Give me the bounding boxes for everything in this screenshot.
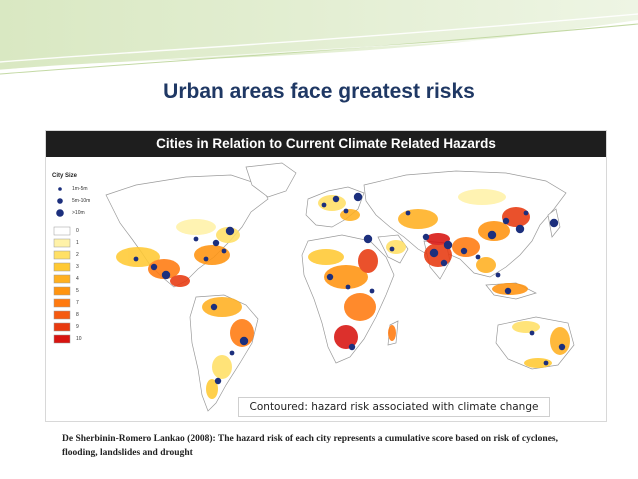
city-marker bbox=[150, 263, 158, 271]
city-marker bbox=[343, 208, 349, 214]
city-marker bbox=[549, 218, 559, 228]
city-marker bbox=[353, 192, 363, 202]
legend-swatch-label: 5 bbox=[76, 288, 79, 294]
city-marker bbox=[229, 350, 235, 356]
city-marker bbox=[389, 246, 395, 252]
city-marker bbox=[460, 247, 468, 255]
city-marker bbox=[212, 239, 220, 247]
legend-swatch-label: 3 bbox=[76, 264, 79, 270]
city-marker bbox=[210, 303, 218, 311]
legend-dot-small bbox=[58, 187, 62, 191]
city-marker bbox=[558, 343, 566, 351]
city-marker bbox=[429, 248, 439, 258]
map-header: Cities in Relation to Current Climate Re… bbox=[46, 131, 606, 157]
legend-swatches bbox=[53, 226, 71, 344]
legend-title: City Size bbox=[52, 173, 78, 179]
city-marker bbox=[487, 230, 497, 240]
legend-dot-large bbox=[56, 209, 64, 217]
city-marker bbox=[369, 288, 375, 294]
legend-swatch-label: 10 bbox=[76, 336, 82, 342]
city-marker bbox=[502, 217, 510, 225]
legend-swatch bbox=[53, 262, 71, 272]
legend-swatch bbox=[53, 298, 71, 308]
city-marker bbox=[332, 195, 340, 203]
legend-size-small: 1m-5m bbox=[72, 186, 88, 192]
legend-swatch-label: 8 bbox=[76, 312, 79, 318]
city-marker bbox=[422, 233, 430, 241]
city-marker bbox=[529, 330, 535, 336]
city-marker bbox=[363, 234, 373, 244]
city-marker bbox=[193, 236, 199, 242]
city-marker bbox=[405, 210, 411, 216]
source-note: De Sherbinin-Romero Lankao (2008): The h… bbox=[62, 434, 559, 458]
city-marker bbox=[440, 259, 448, 267]
asia bbox=[363, 170, 567, 278]
city-marker bbox=[321, 202, 327, 208]
city-marker bbox=[203, 256, 209, 262]
legend-swatch bbox=[53, 334, 71, 344]
city-marker bbox=[221, 248, 227, 254]
legend-swatch bbox=[53, 322, 71, 332]
legend-graphics bbox=[56, 187, 64, 217]
legend-size-large: >10m bbox=[72, 210, 85, 216]
legend-dot-medium bbox=[57, 198, 63, 204]
world-map bbox=[53, 162, 575, 412]
legend-swatch-label: 1 bbox=[76, 240, 79, 246]
city-marker bbox=[504, 287, 512, 295]
city-marker bbox=[326, 273, 334, 281]
greenland bbox=[245, 162, 297, 198]
legend-swatch-label: 9 bbox=[76, 324, 79, 330]
city-marker bbox=[495, 272, 501, 278]
city-markers bbox=[133, 192, 566, 385]
hazard-risk-shading bbox=[116, 189, 570, 399]
decorative-header-band bbox=[0, 0, 638, 75]
legend-swatch-label: 4 bbox=[76, 276, 79, 282]
city-marker bbox=[475, 254, 481, 260]
hazard-map-figure: Cities in Relation to Current Climate Re… bbox=[45, 130, 607, 422]
city-marker bbox=[515, 224, 525, 234]
city-marker bbox=[225, 226, 235, 236]
legend-swatch-label: 2 bbox=[76, 252, 79, 258]
map-caption: Contoured: hazard risk associated with c… bbox=[238, 397, 550, 417]
legend-swatch bbox=[53, 250, 71, 260]
city-marker bbox=[133, 256, 139, 262]
city-marker bbox=[543, 360, 549, 366]
city-marker bbox=[239, 336, 249, 346]
legend-swatch bbox=[53, 238, 71, 248]
legend-swatch-label: 0 bbox=[76, 228, 79, 234]
city-marker bbox=[345, 284, 351, 290]
legend-swatch bbox=[53, 226, 71, 236]
city-marker bbox=[214, 377, 222, 385]
legend-swatch bbox=[53, 286, 71, 296]
legend-size-medium: 5m-10m bbox=[72, 198, 91, 204]
city-marker bbox=[161, 270, 171, 280]
legend-swatch bbox=[53, 274, 71, 284]
slide-title: Urban areas face greatest risks bbox=[163, 80, 475, 103]
city-marker bbox=[523, 210, 529, 216]
legend-swatch bbox=[53, 310, 71, 320]
city-marker bbox=[443, 240, 453, 250]
legend-swatch-label: 7 bbox=[76, 300, 79, 306]
city-marker bbox=[348, 343, 356, 351]
